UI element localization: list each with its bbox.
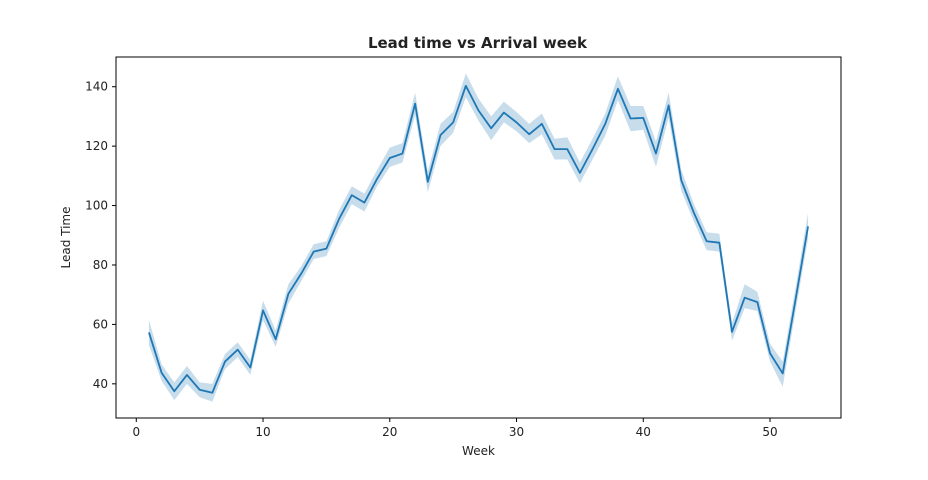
data-point	[224, 361, 226, 363]
data-point	[756, 301, 758, 303]
data-point	[630, 118, 632, 120]
chart-title: Lead time vs Arrival week	[368, 34, 588, 52]
y-axis-label: Lead Time	[59, 206, 73, 268]
data-point	[579, 172, 581, 174]
y-axis-ticks: 40 60 80 100 120 140	[85, 80, 116, 391]
data-point	[363, 202, 365, 204]
y-tick-label: 100	[85, 199, 108, 213]
data-point	[186, 374, 188, 376]
y-tick-label: 140	[85, 80, 108, 94]
data-point	[541, 123, 543, 125]
data-point	[478, 109, 480, 111]
data-point	[401, 153, 403, 155]
data-point	[604, 123, 606, 125]
x-tick-label: 20	[382, 425, 397, 439]
data-point	[528, 133, 530, 135]
data-point	[680, 179, 682, 181]
data-point	[655, 153, 657, 155]
data-point	[554, 148, 556, 150]
x-axis-ticks: 0 10 20 30 40 50	[132, 418, 778, 439]
data-point	[439, 134, 441, 136]
y-tick-label: 60	[93, 317, 108, 331]
data-point	[376, 178, 378, 180]
data-point	[414, 103, 416, 105]
data-point	[211, 392, 213, 394]
x-tick-label: 40	[636, 425, 651, 439]
data-point	[782, 372, 784, 374]
data-point	[161, 372, 163, 374]
y-tick-label: 80	[93, 258, 108, 272]
data-point	[617, 88, 619, 90]
data-point	[287, 293, 289, 295]
data-point	[199, 389, 201, 391]
data-point	[706, 240, 708, 242]
series-line	[148, 84, 809, 394]
data-point	[642, 117, 644, 119]
confidence-band	[148, 73, 809, 402]
data-point	[744, 297, 746, 299]
data-point	[490, 127, 492, 129]
data-point	[465, 85, 467, 87]
data-point	[389, 157, 391, 159]
data-point	[807, 225, 809, 227]
data-point	[769, 352, 771, 354]
plot-frame	[115, 56, 842, 419]
x-tick-label: 0	[132, 425, 140, 439]
data-point	[427, 181, 429, 183]
x-tick-label: 10	[255, 425, 270, 439]
data-point	[794, 300, 796, 302]
data-point	[249, 366, 251, 368]
data-point	[592, 148, 594, 150]
data-point	[300, 273, 302, 275]
data-point	[503, 112, 505, 114]
data-point	[452, 121, 454, 123]
data-point	[731, 331, 733, 333]
data-point	[516, 121, 518, 123]
y-tick-label: 120	[85, 139, 108, 153]
y-tick-label: 40	[93, 377, 108, 391]
x-tick-label: 50	[762, 425, 777, 439]
data-point	[237, 349, 239, 351]
data-point	[566, 148, 568, 150]
data-point	[173, 390, 175, 392]
plot-area	[148, 73, 809, 402]
data-point	[325, 248, 327, 250]
data-point	[718, 242, 720, 244]
data-point	[668, 104, 670, 106]
data-point	[338, 218, 340, 220]
data-point	[275, 338, 277, 340]
data-point	[351, 194, 353, 196]
data-point	[693, 212, 695, 214]
x-axis-label: Week	[462, 444, 495, 458]
data-point	[262, 309, 264, 311]
data-point	[148, 331, 150, 333]
data-point	[313, 251, 315, 253]
x-tick-label: 30	[509, 425, 524, 439]
